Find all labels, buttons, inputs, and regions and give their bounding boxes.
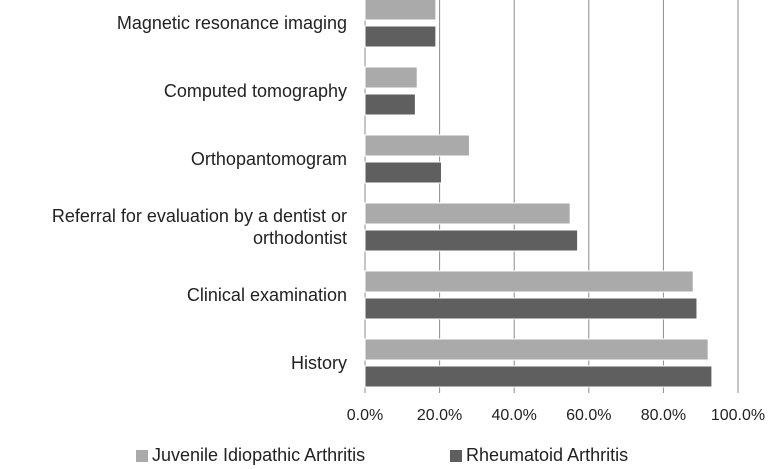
legend-swatch xyxy=(450,450,462,462)
x-tick-label: 20.0% xyxy=(417,407,462,424)
bar xyxy=(364,365,713,388)
legend-label: Rheumatoid Arthritis xyxy=(466,445,628,465)
category-label: Orthopantomogram xyxy=(190,149,347,169)
category-label: Magnetic resonance imaging xyxy=(116,13,347,33)
bar xyxy=(364,297,698,320)
bar xyxy=(364,0,437,21)
bar xyxy=(364,93,416,116)
bar xyxy=(364,202,571,225)
legend-swatch xyxy=(136,450,148,462)
bar xyxy=(364,66,418,89)
x-tick-label: 60.0% xyxy=(566,407,611,424)
category-label: Computed tomography xyxy=(163,81,347,101)
category-label: Referral for evaluation by a dentist or … xyxy=(51,206,347,248)
bar xyxy=(364,134,470,157)
category-label: Clinical examination xyxy=(186,285,347,305)
x-tick-label: 80.0% xyxy=(641,407,686,424)
bar xyxy=(364,161,442,184)
x-tick-label: 0.0% xyxy=(347,407,383,424)
x-tick-label: 40.0% xyxy=(492,407,537,424)
legend-label: Juvenile Idiopathic Arthritis xyxy=(152,445,365,465)
bar xyxy=(364,25,437,48)
bar xyxy=(364,270,694,293)
bar xyxy=(364,338,709,361)
category-label: History xyxy=(290,353,347,373)
x-tick-label: 100.0% xyxy=(711,407,765,424)
bar xyxy=(364,229,579,252)
